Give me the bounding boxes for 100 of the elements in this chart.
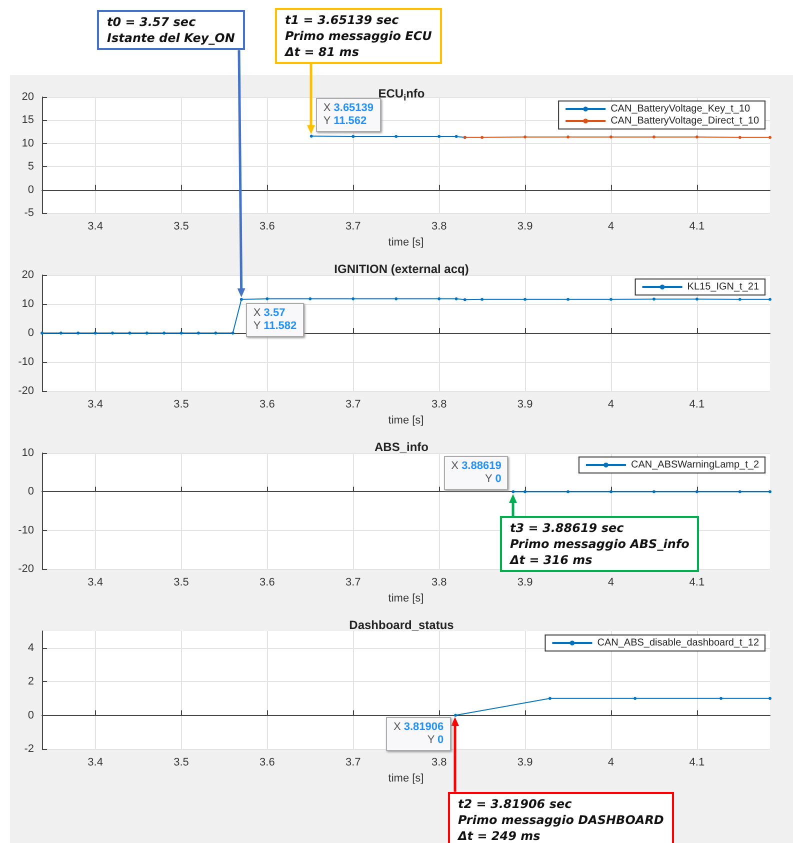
- y-tick-label: -2: [24, 743, 34, 755]
- point: [231, 332, 234, 335]
- x-tick-label: 4: [608, 220, 614, 233]
- x-axis-title: time [s]: [388, 772, 424, 784]
- point: [438, 297, 441, 300]
- tooltip-box: X 3.81906 Y 0: [386, 717, 451, 752]
- x-tick-label: 3.5: [174, 756, 189, 768]
- tooltip-box: X 3.57 Y 11.582: [246, 303, 304, 338]
- point: [145, 332, 148, 335]
- x-tick-label: 3.7: [345, 576, 361, 589]
- x-tick-label: 3.5: [174, 220, 189, 233]
- point: [266, 297, 269, 300]
- legend-label: CAN_ABSWarningLamp_t_2: [630, 460, 760, 470]
- x-tick-label: 3.4: [88, 576, 103, 589]
- y-tick-label: -20: [18, 563, 34, 576]
- chart-title: IGNITION (external acq): [334, 262, 469, 276]
- x-tick-label: 3.7: [345, 398, 361, 411]
- point: [128, 332, 132, 335]
- x-tick-label: 4: [608, 756, 614, 768]
- point: [738, 298, 742, 301]
- x-tick-label: 4.1: [689, 398, 705, 411]
- point: [480, 298, 484, 301]
- x-tick-label: 4.1: [689, 576, 705, 589]
- y-tick-label: -10: [18, 524, 34, 536]
- point: [394, 297, 398, 300]
- chart-title: Dashboard_status: [349, 618, 454, 632]
- y-tick-label: -10: [18, 356, 34, 368]
- x-tick-label: 3.8: [431, 576, 447, 589]
- x-tick-label: 3.6: [260, 576, 275, 589]
- y-tick-label: 4: [28, 642, 34, 654]
- x-tick-label: 3.4: [88, 220, 103, 233]
- callout-box: t2 = 3.81906 sec Primo messaggio DASHBOARD Δt = 249 ms: [448, 792, 674, 843]
- x-tick-label: 3.8: [431, 756, 447, 768]
- legend-label: CAN_BatteryVoltage_Direct_t_10: [610, 116, 760, 126]
- point: [76, 332, 80, 335]
- x-tick-label: 3.7: [345, 220, 361, 233]
- point: [214, 332, 218, 335]
- x-tick-label: 3.4: [88, 398, 103, 411]
- point: [695, 298, 698, 301]
- x-tick-label: 3.7: [345, 756, 361, 768]
- x-tick-label: 3.9: [517, 576, 533, 589]
- legend-label: CAN_ABS_disable_dashboard_t_12: [597, 638, 760, 648]
- x-tick-label: 3.9: [517, 756, 533, 768]
- point: [196, 332, 200, 335]
- legend-label: CAN_BatteryVoltage_Key_t_10: [610, 104, 751, 114]
- tooltip-box: X 3.88619 Y 0: [444, 456, 508, 490]
- x-tick-label: 3.9: [517, 398, 533, 411]
- point: [162, 332, 166, 335]
- y-tick-label: 15: [22, 114, 34, 126]
- x-tick-label: 3.4: [88, 756, 103, 768]
- point: [454, 297, 458, 300]
- point: [463, 298, 466, 302]
- callout-box: t3 = 3.88619 sec Primo messaggio ABS_info Δt = 316 ms: [500, 516, 700, 572]
- x-tick-label: 4.1: [689, 756, 705, 768]
- chart-title: ABS_info: [374, 440, 428, 454]
- point: [308, 297, 312, 300]
- y-tick-label: -20: [18, 385, 34, 398]
- point: [352, 297, 355, 300]
- tooltip-box: X 3.65139 Y 11.562: [316, 98, 381, 132]
- x-tick-label: 3.9: [517, 220, 533, 233]
- y-tick-label: 10: [22, 447, 34, 459]
- x-tick-label: 4: [608, 398, 614, 411]
- point: [652, 298, 656, 301]
- y-tick-label: 0: [28, 184, 34, 196]
- y-tick-label: 5: [28, 160, 34, 173]
- x-tick-label: 3.8: [431, 398, 447, 411]
- y-tick-label: -5: [24, 207, 34, 220]
- y-tick-label: 2: [28, 676, 34, 688]
- point: [180, 332, 183, 335]
- y-tick-label: 0: [28, 709, 34, 722]
- point: [40, 332, 44, 335]
- callout-box: t0 = 3.57 sec Istante del Key_ON: [97, 10, 245, 50]
- x-axis-title: time [s]: [388, 592, 424, 604]
- x-tick-label: 3.8: [431, 220, 447, 233]
- y-tick-label: 20: [22, 91, 34, 103]
- y-tick-label: 10: [22, 298, 34, 310]
- x-axis-title: time [s]: [388, 236, 424, 248]
- y-tick-label: 10: [22, 137, 34, 150]
- x-tick-label: 3.6: [260, 756, 275, 768]
- point: [566, 298, 570, 301]
- y-tick-label: 0: [28, 486, 34, 498]
- x-tick-label: 3.6: [260, 398, 275, 411]
- point: [768, 298, 772, 301]
- legend-label: KL15_IGN_t_21: [687, 282, 760, 292]
- x-tick-label: 4: [608, 576, 614, 589]
- line-series: [40, 297, 772, 335]
- x-axis-title: time [s]: [388, 414, 424, 426]
- y-tick-label: 20: [22, 269, 34, 281]
- point: [59, 332, 62, 335]
- point: [524, 298, 527, 301]
- point: [110, 332, 114, 335]
- x-tick-label: 4.1: [689, 220, 705, 233]
- x-tick-label: 3.6: [260, 220, 275, 233]
- point: [240, 298, 243, 301]
- x-tick-label: 3.5: [174, 398, 189, 411]
- callout-box: t1 = 3.65139 sec Primo messaggio ECU Δt = 81 ms: [275, 8, 442, 64]
- point: [609, 298, 612, 301]
- y-tick-label: 0: [28, 327, 34, 340]
- point: [94, 332, 97, 335]
- x-tick-label: 3.5: [174, 576, 189, 589]
